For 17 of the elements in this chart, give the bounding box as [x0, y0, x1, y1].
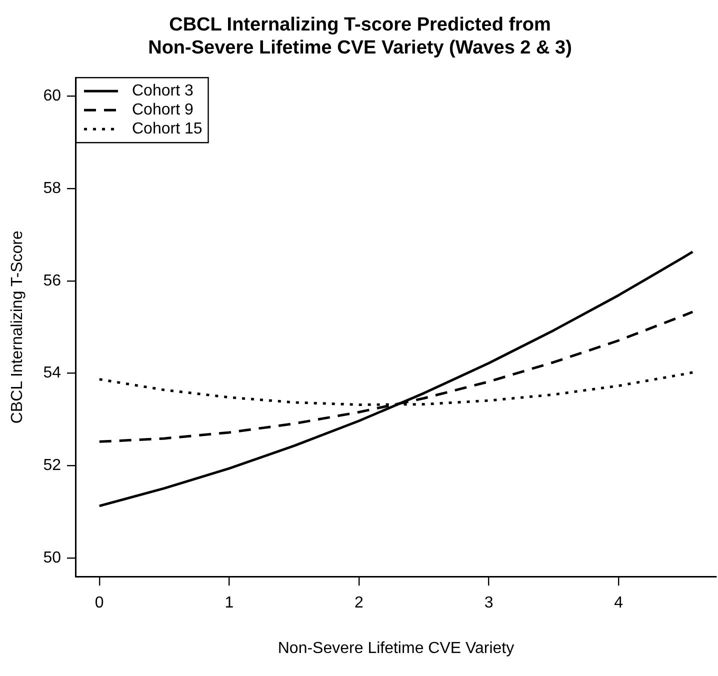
chart-title: CBCL Internalizing T-score Predicted from Non-Severe Lifetime CVE Variety (Waves 2 & 3) [148, 14, 572, 58]
x-tick-label: 0 [94, 594, 104, 612]
x-tick-label: 2 [354, 594, 364, 612]
y-tick-label: 54 [43, 364, 62, 382]
y-tick-label: 60 [43, 87, 62, 104]
y-axis-title: CBCL Internalizing T-Score [9, 230, 26, 424]
x-tick-label: 1 [224, 594, 234, 612]
legend-label: Cohort 9 [132, 102, 194, 119]
y-tick-label: 50 [43, 550, 62, 567]
y-tick-label: 52 [43, 457, 62, 474]
x-axis-title: Non-Severe Lifetime CVE Variety [278, 640, 514, 657]
x-tick-label: 3 [484, 594, 494, 612]
y-tick-label: 58 [43, 180, 62, 197]
legend-label: Cohort 3 [132, 82, 194, 100]
y-tick-label: 56 [43, 272, 62, 290]
x-tick-label: 4 [614, 594, 624, 612]
legend-label: Cohort 15 [132, 120, 202, 138]
